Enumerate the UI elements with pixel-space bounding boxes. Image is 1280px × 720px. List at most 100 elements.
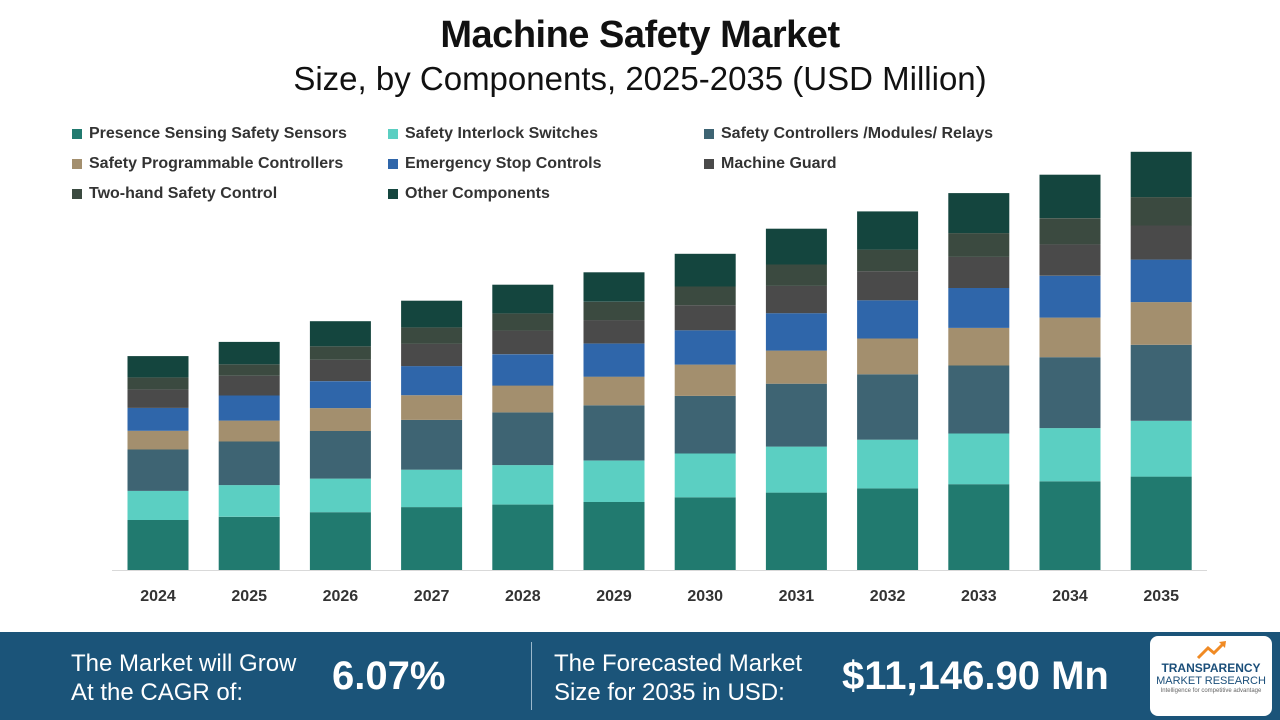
logo-name-line2: MARKET RESEARCH — [1156, 675, 1266, 687]
forecast-value: $11,146.90 Mn — [842, 654, 1109, 698]
bar-segment — [401, 507, 463, 570]
legend-label: Safety Interlock Switches — [405, 125, 598, 142]
forecast-label-line1: The Forecasted Market — [554, 650, 803, 677]
x-tick-label: 2035 — [1143, 588, 1179, 605]
legend-item: Machine Guard — [704, 155, 837, 173]
x-tick-label: 2025 — [231, 588, 267, 605]
bar-segment — [765, 446, 827, 493]
bar-segment — [765, 285, 827, 314]
chart-title: Machine Safety Market — [440, 14, 840, 56]
legend-item: Safety Programmable Controllers — [72, 155, 343, 173]
legend-swatch — [704, 159, 714, 169]
bar-segment — [948, 433, 1010, 485]
x-tick-label: 2030 — [687, 588, 723, 605]
bar-segment — [218, 485, 280, 517]
bar-segment — [218, 420, 280, 442]
logo-arrow-icon — [1196, 641, 1226, 660]
bar-segment — [309, 381, 371, 409]
bar-segment — [309, 346, 371, 360]
bar-segment — [218, 516, 280, 570]
bar-segment — [127, 356, 189, 378]
bar-segment — [401, 366, 463, 396]
chart-subtitle: Size, by Components, 2025-2035 (USD Mill… — [293, 60, 987, 97]
forecast-label: The Forecasted Market Size for 2035 in U… — [554, 649, 802, 707]
stacked-bar-chart: 2024 2025 2026 2027 2028 2029 2030 2031 2032 2033… — [112, 151, 1207, 605]
legend-label: Safety Controllers /Modules/ Relays — [721, 125, 994, 142]
bar-segment — [1130, 476, 1192, 570]
bar-segment — [948, 327, 1010, 366]
x-tick-label: 2024 — [140, 588, 176, 605]
legend-label: Two-hand Safety Control — [89, 185, 278, 202]
bar-segment — [765, 350, 827, 384]
bar-segment — [583, 320, 645, 344]
bar-segment — [1130, 151, 1192, 198]
bar-segment — [127, 449, 189, 491]
legend-swatch — [388, 159, 398, 169]
bar-segment — [309, 512, 371, 570]
bar-segment — [492, 354, 554, 386]
bar-segment — [1039, 317, 1101, 358]
bar-segment — [218, 341, 280, 365]
bar-segment — [218, 375, 280, 396]
bar-segment — [1039, 481, 1101, 570]
bar-segment — [948, 193, 1010, 234]
bar-segment — [1039, 174, 1101, 219]
bar-segment — [127, 520, 189, 570]
bar-segment — [674, 330, 736, 365]
bar-segment — [857, 211, 919, 250]
bar-segment — [948, 365, 1010, 434]
legend-item: Other Components — [388, 185, 550, 203]
bar-segment — [674, 253, 736, 287]
legend-swatch — [388, 189, 398, 199]
bar-segment — [401, 343, 463, 367]
legend-label: Safety Programmable Controllers — [89, 155, 344, 172]
bar-segment — [857, 300, 919, 339]
bar-segment — [218, 395, 280, 421]
legend-label: Presence Sensing Safety Sensors — [89, 125, 347, 142]
bar-segment — [948, 256, 1010, 288]
bar-segment — [857, 271, 919, 301]
legend-swatch — [72, 189, 82, 199]
bar-segment — [1130, 420, 1192, 477]
cagr-label-line1: The Market will Grow — [71, 650, 297, 677]
bar-segment — [765, 313, 827, 351]
cagr-label: The Market will Grow At the CAGR of: — [71, 649, 296, 707]
bar-segment — [127, 490, 189, 520]
cagr-label-line2: At the CAGR of: — [71, 679, 244, 706]
bar-segment — [309, 321, 371, 347]
legend-swatch — [388, 129, 398, 139]
bar-segment — [583, 272, 645, 302]
bar-segment — [857, 488, 919, 570]
bar-segment — [1130, 225, 1192, 260]
bar-segment — [674, 395, 736, 454]
bar-segment — [857, 439, 919, 489]
bar-segment — [309, 408, 371, 431]
x-tick-label: 2033 — [961, 588, 997, 605]
bar-segment — [948, 233, 1010, 257]
bar-segment — [583, 460, 645, 502]
bar-segment — [218, 441, 280, 486]
x-tick-label: 2029 — [596, 588, 632, 605]
bar-segment — [765, 228, 827, 265]
bar-segment — [401, 300, 463, 328]
bar-segment — [674, 497, 736, 570]
logo-name-line1: TRANSPARENCY — [1161, 661, 1261, 675]
bar-segment — [583, 301, 645, 321]
bar-segment — [1130, 259, 1192, 303]
bar-segment — [1130, 302, 1192, 345]
footer-banner: The Market will Grow At the CAGR of: 6.0… — [0, 632, 1280, 720]
x-tick-label: 2028 — [505, 588, 541, 605]
bar-segment — [583, 343, 645, 377]
bar-segment — [492, 504, 554, 570]
x-tick-label: 2032 — [870, 588, 906, 605]
bar-segment — [1039, 275, 1101, 318]
bar-segment — [948, 484, 1010, 570]
bar-segment — [948, 287, 1010, 328]
legend-swatch — [704, 129, 714, 139]
x-tick-label: 2027 — [414, 588, 450, 605]
footer-divider — [531, 642, 532, 710]
legend-item: Safety Interlock Switches — [388, 125, 598, 143]
bar-segment — [857, 338, 919, 375]
bar-segment — [401, 469, 463, 508]
legend-item: Safety Controllers /Modules/ Relays — [704, 125, 993, 143]
